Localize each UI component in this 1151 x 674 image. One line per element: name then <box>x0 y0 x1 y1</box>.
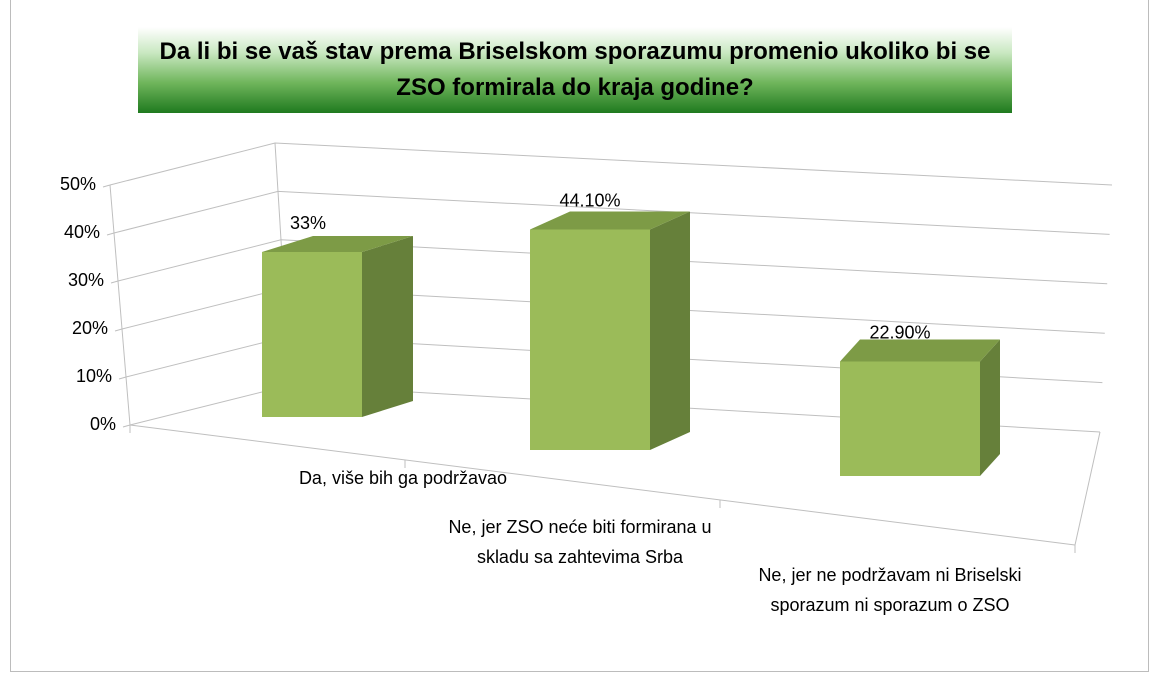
floor-edge <box>1074 431 1101 546</box>
y-tick-label: 10% <box>76 366 112 386</box>
bar-top <box>840 339 1000 362</box>
y-tick <box>102 184 111 188</box>
data-label: 33% <box>290 213 326 233</box>
y-tick <box>106 232 115 236</box>
wall-edge <box>109 184 131 426</box>
grid-line <box>109 142 1113 186</box>
bar-side <box>650 211 690 450</box>
y-tick <box>114 328 123 332</box>
chart-frame <box>10 0 1149 672</box>
x-tick-label: Ne, jer ne podržavam ni Briselski sporaz… <box>758 565 1022 615</box>
grid-line <box>117 239 1108 285</box>
bar-top <box>530 211 690 230</box>
y-tick <box>118 376 127 380</box>
y-tick-label: 20% <box>72 318 108 338</box>
bar <box>262 252 362 417</box>
data-label: 44.10% <box>559 190 620 210</box>
bar <box>530 229 650 450</box>
grid-line <box>113 190 1110 235</box>
chart-title: Da li bi se vaš stav prema Briselskom sp… <box>138 27 1012 113</box>
y-tick-label: 0% <box>90 414 116 434</box>
y-tick-label: 40% <box>64 222 100 242</box>
y-tick <box>110 280 119 284</box>
bar-side <box>980 339 1000 476</box>
bar <box>840 361 980 476</box>
data-label: 22.90% <box>869 322 930 342</box>
y-tick <box>122 424 131 428</box>
bar-side <box>362 236 413 417</box>
y-tick-label: 50% <box>60 174 96 194</box>
x-tick-label: Ne, jer ZSO neće biti formirana u skladu… <box>448 517 712 567</box>
y-tick-label: 30% <box>68 270 104 290</box>
floor-edge <box>129 424 1076 546</box>
bar-top <box>262 236 413 252</box>
x-tick-label: Da, više bih ga podržavao <box>298 468 508 488</box>
